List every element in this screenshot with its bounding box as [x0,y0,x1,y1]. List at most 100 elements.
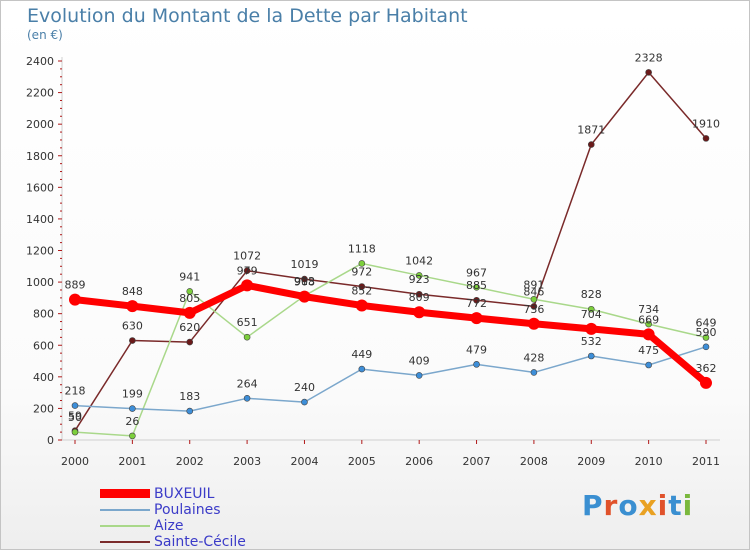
data-label-sainte-cecile: 1871 [577,124,605,137]
data-label-buxeuil: 848 [122,285,143,298]
y-tick-label: 0 [47,434,54,447]
data-point-sainte-cecile [243,267,251,275]
data-point-aize [243,333,251,341]
data-label-buxeuil: 805 [179,292,200,305]
y-tick-label: 1200 [26,245,54,258]
data-point-poulaines [587,352,595,360]
data-label-buxeuil: 669 [638,313,659,326]
data-point-aize [415,272,423,279]
data-label-buxeuil: 889 [65,279,86,292]
data-point-poulaines [415,372,423,379]
data-label-aize: 941 [179,270,200,283]
data-point-buxeuil [241,279,254,292]
brand-logo-letter: r [603,489,619,522]
data-point-sainte-cecile [702,135,710,142]
data-label-buxeuil: 362 [696,362,717,375]
data-point-aize [473,283,480,291]
legend-swatch-sainte-cecile [100,541,150,543]
data-point-aize [129,432,136,440]
data-point-buxeuil [126,300,139,313]
x-tick-label: 2002 [176,455,204,468]
data-label-buxeuil: 772 [466,297,487,310]
x-tick-label: 2003 [233,455,261,468]
data-label-layer: 59 630 620 1072 1019 972 923 885 846 1871 2328 1910… [65,51,721,428]
y-tick-label: 1400 [26,213,54,226]
data-point-buxeuil [355,299,368,312]
legend-label-aize: Aize [154,518,184,534]
data-label-sainte-cecile: 630 [122,320,143,333]
data-point-aize [358,260,366,267]
data-point-sainte-cecile [645,69,652,76]
x-tick-label: 2004 [290,455,318,468]
chart-subtitle: (en €) [27,28,63,42]
data-label-sainte-cecile: 923 [409,273,430,286]
data-point-aize [702,334,710,341]
chart-title: Evolution du Montant de la Dette par Hab… [27,5,468,27]
data-label-aize: 1042 [405,254,433,267]
data-label-poulaines: 409 [409,354,430,367]
data-label-aize: 828 [581,288,602,301]
data-label-buxeuil: 736 [523,303,544,316]
data-point-sainte-cecile [186,338,194,346]
data-label-poulaines: 183 [179,390,200,403]
data-label-poulaines: 199 [122,388,143,401]
series-line-poulaines [74,346,707,412]
data-label-buxeuil: 809 [409,291,430,304]
data-label-aize: 891 [523,278,544,291]
brand-logo-letter: P [582,489,604,522]
data-point-poulaines [243,395,251,402]
data-point-buxeuil [69,293,81,306]
legend-label-poulaines: Poulaines [154,502,221,518]
data-label-poulaines: 218 [65,385,86,398]
data-label-poulaines: 590 [696,326,717,339]
data-label-sainte-cecile: 2328 [635,51,663,64]
series-line-sainte-cecile [74,71,707,432]
data-label-sainte-cecile: 1019 [290,258,318,271]
data-label-buxeuil: 852 [351,284,372,297]
x-tick-label: 2001 [118,455,146,468]
data-point-poulaines [530,369,538,376]
data-label-sainte-cecile: 846 [523,285,544,298]
x-tick-label: 2010 [635,455,663,468]
legend-swatch-buxeuil [100,489,150,498]
data-label-sainte-cecile: 1072 [233,250,261,263]
legend-label-sainte-cecile: Sainte-Cécile [154,534,246,550]
legend-swatch-poulaines [100,509,150,511]
y-tick-label: 1600 [26,181,54,194]
data-point-buxeuil [642,328,655,341]
series-aize [71,260,710,440]
y-tick-label: 600 [33,339,54,352]
data-point-sainte-cecile [473,296,480,304]
data-point-sainte-cecile [129,337,136,344]
data-label-sainte-cecile: 620 [179,321,200,334]
data-point-aize [530,295,538,303]
data-label-poulaines: 532 [581,335,602,348]
series-line-aize [74,262,707,437]
data-point-sainte-cecile [530,303,538,310]
y-tick-label: 1800 [26,150,54,163]
series-line-buxeuil [71,281,710,387]
data-label-aize: 649 [696,317,717,330]
y-tick-label: 2000 [26,118,54,131]
data-point-poulaines [473,361,480,368]
brand-logo-letter: i [682,489,694,522]
x-tick-label: 2011 [692,455,720,468]
data-point-sainte-cecile [415,290,423,298]
series-poulaines [71,343,710,415]
data-point-poulaines [129,405,136,412]
data-point-poulaines [301,398,308,406]
data-label-aize: 913 [294,275,315,288]
y-tick-label: 2200 [26,87,54,100]
data-point-poulaines [71,402,79,409]
legend-label-buxeuil: BUXEUIL [154,486,215,502]
data-label-aize: 734 [638,303,659,316]
data-point-sainte-cecile [587,141,595,148]
data-label-aize: 50 [68,411,82,424]
data-point-aize [71,428,79,436]
data-label-sainte-cecile: 972 [351,266,372,279]
x-tick-label: 2006 [405,455,433,468]
data-label-aize: 26 [125,415,139,428]
data-label-poulaines: 449 [351,348,372,361]
data-label-poulaines: 428 [523,351,544,364]
